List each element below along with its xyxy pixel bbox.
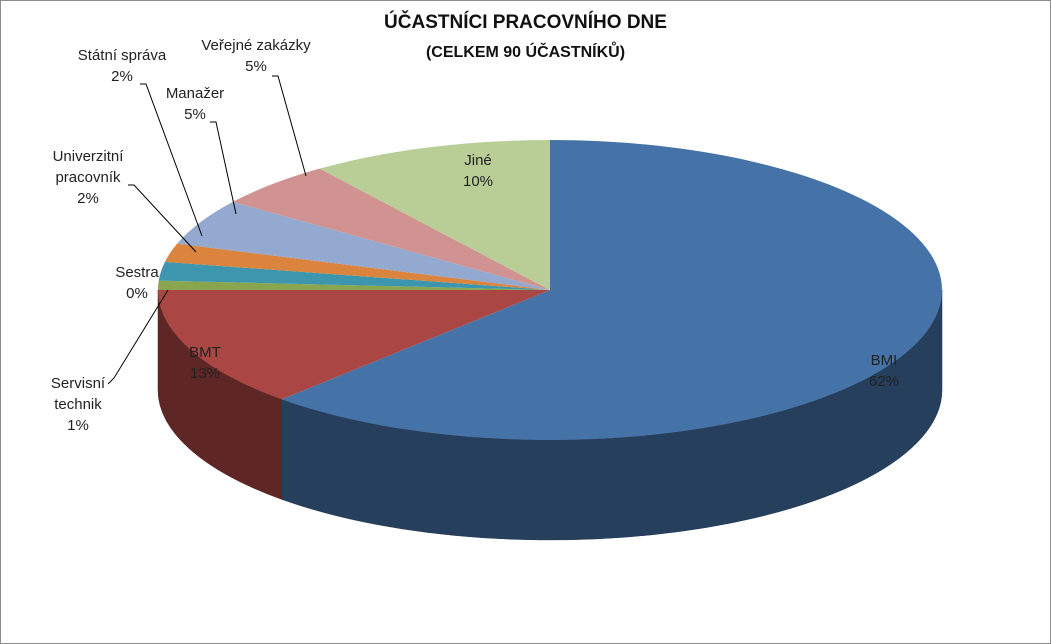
leader-line — [107, 289, 169, 385]
chart-subtitle: (CELKEM 90 ÚČASTNÍKŮ) — [425, 44, 626, 61]
category-label: Servisní technik — [50, 375, 106, 413]
value-label: 62% — [868, 373, 900, 390]
slice-label: Jiné 10% — [448, 150, 508, 192]
slice-label: Servisní technik 1% — [38, 373, 118, 436]
slice-label: BMT 13% — [175, 342, 235, 384]
value-label: 5% — [184, 106, 206, 123]
category-label: Veřejné zakázky — [201, 37, 311, 54]
value-label: 1% — [67, 417, 89, 434]
leader-line — [272, 75, 307, 177]
category-label: Jiné — [464, 152, 492, 169]
pie-slice — [158, 290, 550, 400]
value-label: 2% — [77, 190, 99, 207]
category-label: BMT — [189, 344, 221, 361]
slice-label: Univerzitní pracovník 2% — [38, 146, 138, 209]
category-label: Univerzitní pracovník — [52, 148, 124, 186]
category-label: BMI — [870, 352, 898, 369]
category-label: Sestra — [115, 264, 159, 281]
slice-label: Státní správa 2% — [67, 45, 177, 87]
slice-label: Veřejné zakázky 5% — [191, 35, 321, 77]
slice-label: Manažer 5% — [155, 83, 235, 125]
pie-slice — [158, 280, 550, 290]
leader-line — [140, 83, 203, 237]
leader-lines — [107, 75, 307, 385]
pie-slice — [319, 140, 550, 290]
slice-label: Sestra 0% — [107, 262, 167, 304]
pie-slice — [164, 243, 550, 290]
leader-line — [128, 184, 197, 253]
chart-title: ÚČASTNÍCI PRACOVNÍHO DNE — [384, 12, 667, 33]
value-label: 0% — [126, 285, 148, 302]
category-label: Manažer — [165, 85, 225, 102]
pie-slice — [232, 168, 550, 290]
value-label: 5% — [245, 58, 267, 75]
pie-slice — [158, 261, 550, 290]
leader-line — [210, 121, 237, 215]
value-label: 2% — [111, 68, 133, 85]
value-label: 10% — [462, 173, 494, 190]
pie-slice — [177, 201, 550, 290]
category-label: Státní správa — [77, 47, 167, 64]
pie-slice — [281, 140, 942, 440]
slice-label: BMI 62% — [854, 350, 914, 392]
value-label: 13% — [189, 365, 221, 382]
